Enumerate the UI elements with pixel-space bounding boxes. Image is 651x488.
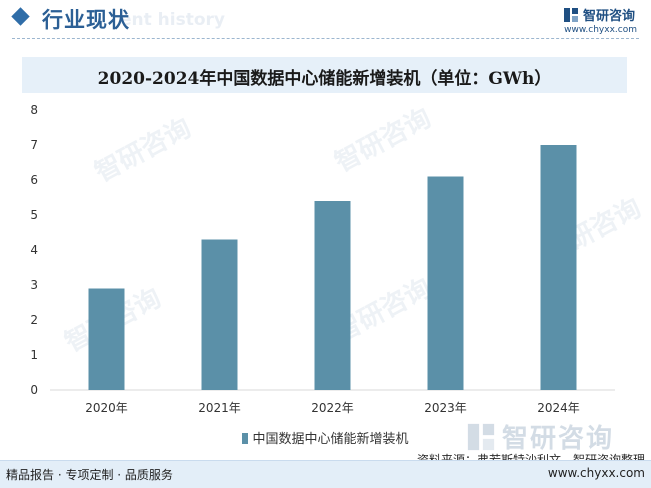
chart-title: 2020-2024年中国数据中心储能新增装机（单位：GWh）	[97, 69, 552, 89]
y-tick-label: 5	[30, 208, 38, 222]
legend-swatch	[242, 433, 249, 444]
x-tick-label: 2024年	[537, 401, 580, 415]
y-tick-label: 2	[30, 313, 38, 327]
brand-watermark: 智研咨询	[466, 418, 614, 455]
bar	[427, 176, 464, 390]
y-tick-label: 4	[30, 243, 38, 257]
x-tick-label: 2023年	[424, 401, 467, 415]
y-axis: 0 1 2 3 4 5 6 7 8	[30, 103, 38, 397]
brand-logo-icon	[563, 7, 578, 22]
bars	[88, 145, 577, 390]
bar	[201, 239, 238, 390]
x-tick-label: 2021年	[198, 401, 241, 415]
bar	[540, 145, 577, 390]
brand-name: 智研咨询	[582, 9, 635, 24]
x-tick-label: 2022年	[311, 401, 354, 415]
x-axis: 2020年 2021年 2022年 2023年 2024年	[85, 401, 580, 415]
legend-label: 中国数据中心储能新增装机	[252, 432, 409, 447]
page-header: ent history 行业现状 智研咨询 www.chyxx.com	[0, 0, 651, 40]
y-tick-label: 0	[30, 383, 38, 397]
y-tick-label: 6	[30, 173, 38, 187]
chart-title-band: 2020-2024年中国数据中心储能新增装机（单位：GWh）	[22, 57, 627, 93]
brand: 智研咨询	[563, 5, 635, 24]
y-tick-label: 7	[30, 138, 38, 152]
header-background-text: ent history	[120, 10, 225, 30]
y-tick-label: 8	[30, 103, 38, 117]
brand-watermark-text: 智研咨询	[502, 424, 615, 454]
footer-slogan: 精品报告 · 专项定制 · 品质服务	[6, 468, 173, 482]
chart-legend: 中国数据中心储能新增装机	[0, 428, 651, 447]
footer-url: www.chyxx.com	[547, 466, 645, 480]
y-tick-label: 3	[30, 278, 38, 292]
brand-url: www.chyxx.com	[564, 25, 637, 35]
bar	[88, 288, 125, 390]
y-tick-label: 1	[30, 348, 38, 362]
bar	[314, 201, 351, 390]
page-title: 行业现状	[42, 8, 130, 32]
x-tick-label: 2020年	[85, 401, 128, 415]
brand-logo-icon	[467, 423, 495, 450]
header-divider	[12, 38, 639, 39]
page-footer: 精品报告 · 专项定制 · 品质服务 www.chyxx.com	[0, 460, 651, 488]
